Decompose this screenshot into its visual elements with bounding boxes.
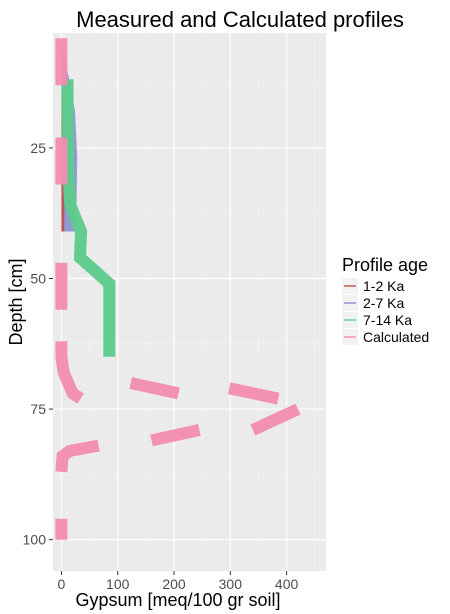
- series-calculated-segment: [250, 403, 301, 436]
- legend: Profile age 1-2 Ka2-7 Ka7-14 KaCalculate…: [342, 255, 429, 345]
- y-axis-title: Depth [cm]: [6, 258, 26, 345]
- y-tick-label: 75: [30, 401, 46, 417]
- chart-title: Measured and Calculated profiles: [76, 7, 404, 32]
- series-calculated-segment: [150, 424, 201, 447]
- legend-label: 7-14 Ka: [363, 312, 412, 328]
- plot-panel: [53, 33, 326, 571]
- series-calculated-segment: [227, 382, 280, 405]
- x-axis-title: Gypsum [meq/100 gr soil]: [75, 590, 280, 610]
- series-calculated-segment: [55, 439, 100, 473]
- legend-label: 1-2 Ka: [363, 278, 404, 294]
- x-tick-label: 400: [275, 576, 299, 592]
- legend-title: Profile age: [342, 255, 428, 275]
- x-tick-label: 100: [106, 576, 130, 592]
- gridlines: [53, 33, 326, 571]
- series-calculated-segment: [55, 341, 84, 404]
- x-tick-label: 0: [58, 576, 66, 592]
- x-tick-label: 300: [219, 576, 243, 592]
- legend-label: 2-7 Ka: [363, 295, 404, 311]
- data-marks: [55, 38, 301, 540]
- y-tick-label: 50: [30, 270, 46, 286]
- y-axis-ticks: 25 50 75 100: [23, 140, 53, 548]
- x-axis-ticks: 0 100 200 300 400: [58, 571, 299, 592]
- series-calculated-segment: [129, 377, 180, 400]
- y-tick-label: 100: [23, 532, 47, 548]
- series-7-14-ka-line: [61, 79, 116, 357]
- x-tick-label: 200: [162, 576, 186, 592]
- legend-label: Calculated: [363, 329, 429, 345]
- y-tick-label: 25: [30, 140, 46, 156]
